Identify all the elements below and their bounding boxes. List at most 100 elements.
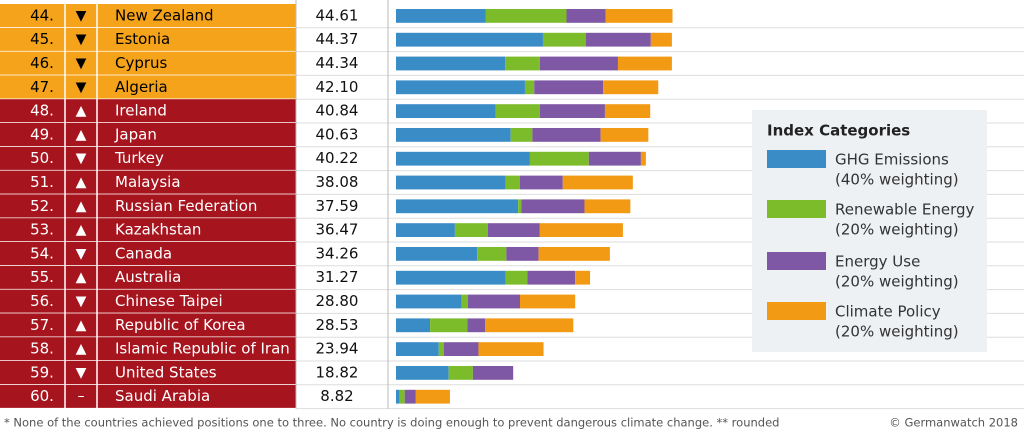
row-bg [0, 123, 296, 147]
row-bg [0, 170, 296, 195]
score: 23.94 [316, 340, 359, 358]
bar-segment [505, 270, 528, 285]
copyright: © Germanwatch 2018 [889, 416, 1018, 430]
bar-segment [505, 175, 520, 190]
country: Russian Federation [115, 197, 257, 215]
trend: ▲ [76, 222, 87, 238]
rank: 56. [30, 292, 54, 310]
bar-segment [521, 199, 585, 214]
bar-segment [454, 223, 488, 237]
country: Republic of Korea [115, 316, 246, 334]
trend: ▲ [76, 103, 87, 119]
bar-segment [539, 223, 623, 237]
bar-segment [588, 151, 641, 166]
bar-segment [396, 151, 530, 166]
country: Canada [115, 244, 172, 262]
bar-segment [472, 366, 514, 380]
rank: 60. [30, 387, 54, 405]
country: Islamic Republic of Iran [115, 340, 290, 358]
country: Cyprus [115, 54, 168, 72]
bar-segment [396, 366, 449, 380]
trend: ▼ [76, 79, 87, 95]
score: 40.22 [316, 149, 359, 167]
legend-label: Renewable Energy [835, 201, 974, 219]
score: 42.10 [316, 78, 359, 96]
bar-segment [518, 199, 522, 214]
rank: 54. [30, 244, 54, 262]
rank: 53. [30, 221, 54, 239]
rank: 46. [30, 54, 54, 72]
bar-segment [396, 9, 486, 23]
trend: ▲ [76, 175, 87, 191]
score: 36.47 [316, 221, 359, 239]
bar-segment [396, 270, 506, 285]
legend-title: Index Categories [767, 122, 910, 140]
rank: 59. [30, 363, 54, 381]
bar-segment [538, 247, 610, 261]
rank: 44. [30, 6, 54, 24]
legend-swatch [767, 252, 826, 270]
bar-segment [478, 342, 544, 356]
trend: ▲ [76, 127, 87, 143]
bar-segment [404, 389, 416, 404]
row-bg [0, 194, 296, 219]
score: 40.63 [316, 125, 359, 143]
legend-label: Climate Policy [835, 303, 941, 321]
bar-segment [604, 104, 651, 118]
bar-segment [650, 32, 672, 47]
country: Kazakhstan [115, 221, 201, 239]
bar-segment [485, 318, 574, 333]
legend-note: (40% weighting) [835, 171, 959, 189]
bar-segment [396, 294, 462, 309]
score: 18.82 [316, 363, 359, 381]
bar-segment [534, 80, 604, 95]
bar-segment [396, 80, 525, 95]
bar-segment [448, 366, 473, 380]
score: 44.37 [316, 30, 359, 48]
row-bg [0, 4, 296, 28]
score: 40.84 [316, 102, 359, 120]
trend: ▼ [76, 294, 87, 310]
bar-segment [585, 32, 651, 47]
legend-swatch [767, 302, 826, 320]
bar-segment [539, 56, 618, 71]
bar-segment [415, 389, 450, 404]
row-bg [0, 99, 296, 123]
country: Australia [115, 268, 181, 286]
legend-note: (20% weighting) [835, 221, 959, 239]
legend-label: Energy Use [835, 253, 920, 271]
bar-segment [542, 32, 586, 47]
rank: 52. [30, 197, 54, 215]
legend-note: (20% weighting) [835, 273, 959, 291]
country: Estonia [115, 30, 170, 48]
bar-segment [520, 175, 563, 190]
trend: ▲ [76, 341, 87, 357]
rank: 55. [30, 268, 54, 286]
bar-segment [575, 270, 591, 285]
bar-segment [600, 128, 649, 142]
country: Algeria [115, 78, 168, 96]
row-bg [0, 218, 296, 242]
bar-segment [430, 318, 468, 333]
score: 28.80 [316, 292, 359, 310]
bar-segment [640, 151, 646, 166]
row-bg [0, 27, 296, 52]
score: 38.08 [316, 173, 359, 191]
legend-swatch [767, 200, 826, 218]
trend: ▲ [76, 317, 87, 333]
score: 34.26 [316, 244, 359, 262]
row-bg [0, 242, 296, 266]
legend-note: (20% weighting) [835, 323, 959, 341]
bar-segment [584, 199, 631, 214]
trend: ▼ [76, 151, 87, 167]
bar-segment [505, 56, 540, 71]
bar-segment [532, 128, 601, 142]
bar-segment [520, 294, 576, 309]
country: Malaysia [115, 173, 181, 191]
bar-segment [396, 389, 400, 404]
bar-segment [438, 342, 444, 356]
bar-segment [524, 80, 535, 95]
bar-segment [485, 9, 567, 23]
